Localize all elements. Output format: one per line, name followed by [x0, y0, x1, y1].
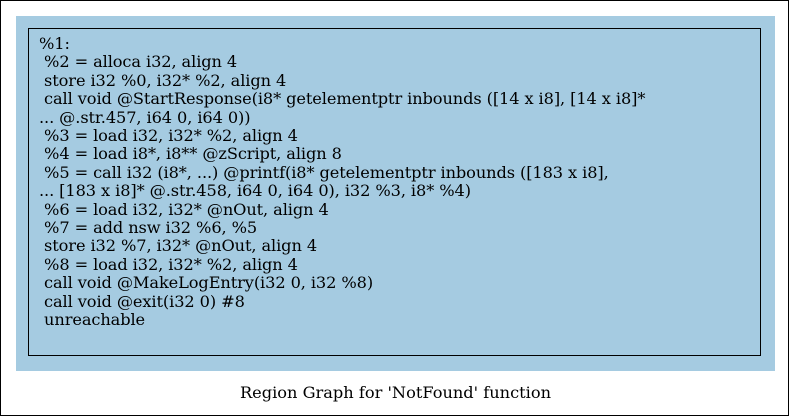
code-line: %3 = load i32, i32* %2, align 4	[39, 126, 298, 146]
code-line: unreachable	[39, 310, 146, 330]
graph-caption: Region Graph for 'NotFound' function	[239, 383, 552, 402]
code-line: store i32 %0, i32* %2, align 4	[39, 70, 287, 90]
code-line: %1:	[39, 34, 70, 53]
code-line: call void @exit(i32 0) #8	[39, 291, 245, 311]
code-line: %7 = add nsw i32 %6, %5	[39, 218, 258, 238]
code-line: store i32 %7, i32* @nOut, align 4	[39, 236, 318, 256]
code-line: %4 = load i8*, i8** @zScript, align 8	[39, 144, 342, 164]
code-line: call void @MakeLogEntry(i32 0, i32 %8)	[39, 273, 374, 293]
code-line: %5 = call i32 (i8*, ...) @printf(i8* get…	[39, 162, 609, 182]
code-line: %8 = load i32, i32* %2, align 4	[39, 254, 298, 274]
region-cluster: %1: %2 = alloca i32, align 4 store i32 %…	[16, 16, 775, 371]
basic-block-node: %1: %2 = alloca i32, align 4 store i32 %…	[28, 28, 761, 356]
code-line: ... [183 x i8]* @.str.458, i64 0, i64 0)…	[39, 181, 471, 201]
code-line: ... @.str.457, i64 0, i64 0))	[39, 107, 251, 127]
code-line: %6 = load i32, i32* @nOut, align 4	[39, 199, 329, 219]
code-line: %2 = alloca i32, align 4	[39, 52, 238, 72]
code-line: call void @StartResponse(i8* getelementp…	[39, 89, 646, 109]
